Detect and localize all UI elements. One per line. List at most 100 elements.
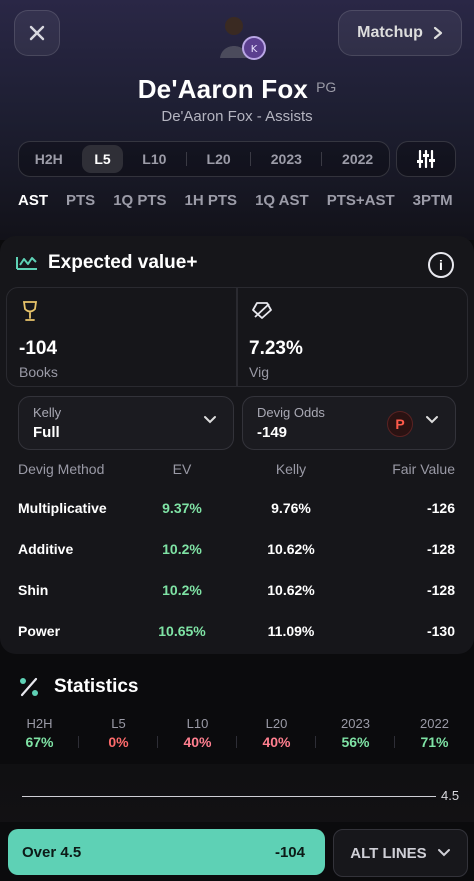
over-price: -104 <box>274 844 305 861</box>
chevron-down-icon <box>426 416 438 424</box>
close-icon <box>29 25 45 41</box>
method-cell: Power <box>18 623 61 639</box>
player-header: De'Aaron Fox PG <box>0 74 474 105</box>
statistics-title: Statistics <box>54 676 139 697</box>
over-bet-button[interactable]: Over 4.5 -104 <box>8 829 325 875</box>
kelly-cell: 9.76% <box>271 500 311 516</box>
sportsbook-logo-icon: P <box>387 411 413 437</box>
trophy-icon <box>22 301 38 321</box>
divider <box>78 736 79 748</box>
books-value: -104 <box>19 338 58 359</box>
devig-odds-label: Devig Odds <box>257 405 325 420</box>
divider <box>394 736 395 748</box>
tab-ast[interactable]: AST <box>0 188 57 228</box>
player-position: PG <box>316 79 337 95</box>
hero-background <box>0 0 474 240</box>
ev-cell: 10.65% <box>158 623 206 639</box>
prop-line-label: 4.5 <box>441 788 460 803</box>
hit-rate-item[interactable]: H2H 67% <box>0 716 79 756</box>
matchup-label: Matchup <box>357 24 423 41</box>
hit-rate-label: 2023 <box>341 716 370 731</box>
kelly-select-value: Full <box>33 424 60 441</box>
fair-cell: -126 <box>426 500 455 516</box>
tab-pts-ast[interactable]: PTS+AST <box>326 192 395 209</box>
method-cell: Multiplicative <box>18 500 107 516</box>
ev-title: Expected value+ <box>48 252 198 273</box>
hit-rate-item[interactable]: 2022 71% <box>395 716 474 756</box>
divider <box>185 152 187 166</box>
tab-3ptm[interactable]: 3PTM <box>412 192 453 209</box>
range-l10[interactable]: L10 <box>142 151 167 167</box>
chevron-down-icon <box>437 849 450 857</box>
col-header-fair: Fair Value <box>392 461 455 477</box>
col-header-kelly: Kelly <box>275 461 307 477</box>
hit-rate-item[interactable]: L20 40% <box>237 716 316 756</box>
info-icon[interactable]: i <box>428 252 454 278</box>
trend-chart-icon <box>16 257 37 270</box>
hit-rate-value: 40% <box>183 734 212 750</box>
over-label: Over 4.5 <box>22 844 82 861</box>
vig-stat: 7.23% Vig <box>236 287 468 387</box>
range-l20[interactable]: L20 <box>206 151 231 167</box>
col-header-method: Devig Method <box>18 461 105 477</box>
range-l5[interactable]: L5 <box>82 145 123 173</box>
close-button[interactable] <box>14 10 60 56</box>
player-avatar: K <box>216 10 266 60</box>
hit-rate-item[interactable]: L10 40% <box>158 716 237 756</box>
fair-cell: -128 <box>426 582 455 598</box>
table-header: Devig Method EV Kelly Fair Value <box>0 456 474 488</box>
hit-rate-value: 40% <box>262 734 291 750</box>
divider <box>250 152 252 166</box>
ev-cell: 10.2% <box>162 541 202 557</box>
kelly-cell: 10.62% <box>267 541 315 557</box>
kelly-select[interactable]: Kelly Full <box>18 396 234 450</box>
chevron-right-icon <box>433 26 442 40</box>
alt-lines-button[interactable]: ALT LINES <box>333 829 468 877</box>
svg-text:K: K <box>251 44 258 55</box>
divider <box>315 736 316 748</box>
fair-cell: -128 <box>426 541 455 557</box>
hit-rate-label: L5 <box>111 716 126 731</box>
alt-lines-label: ALT LINES <box>350 844 427 862</box>
hit-rate-item[interactable]: 2023 56% <box>316 716 395 756</box>
ev-header: Expected value+ <box>16 252 197 274</box>
ev-cell: 10.2% <box>162 582 202 598</box>
devig-table: Devig Method EV Kelly Fair Value Multipl… <box>0 456 474 652</box>
statistics-header: Statistics <box>18 676 138 698</box>
hit-rate-label: L20 <box>265 716 288 731</box>
filter-button[interactable] <box>396 141 456 177</box>
range-2023[interactable]: 2023 <box>270 151 302 167</box>
divider <box>157 736 158 748</box>
tab-1q-ast[interactable]: 1Q AST <box>255 192 309 209</box>
sliders-icon <box>417 150 435 168</box>
range-selector: H2H L5 L10 L20 2023 2022 <box>18 141 390 177</box>
col-header-ev: EV <box>172 461 192 477</box>
method-cell: Additive <box>18 541 74 557</box>
divider <box>321 152 323 166</box>
expected-value-card: Expected value+ i -104 Books 7.23% Vig K… <box>0 236 474 654</box>
vig-icon <box>252 302 272 319</box>
hit-rate-item[interactable]: L5 0% <box>79 716 158 756</box>
chevron-down-icon <box>204 416 216 424</box>
range-h2h[interactable]: H2H <box>34 151 63 167</box>
percent-icon <box>20 677 38 697</box>
table-row: Power 10.65% 11.09% -130 <box>0 611 474 652</box>
matchup-button[interactable]: Matchup <box>338 10 462 56</box>
hit-rate-label: L10 <box>186 716 209 731</box>
vig-label: Vig <box>249 364 269 380</box>
devig-odds-select[interactable]: Devig Odds -149 P <box>242 396 456 450</box>
hit-rate-value: 0% <box>108 734 129 750</box>
divider <box>236 736 237 748</box>
kelly-cell: 11.09% <box>267 623 315 639</box>
hit-rate-value: 67% <box>25 734 54 750</box>
kelly-cell: 10.62% <box>267 582 315 598</box>
tab-pts[interactable]: PTS <box>66 192 96 209</box>
books-stat: -104 Books <box>6 287 238 387</box>
hit-rate-value: 71% <box>420 734 449 750</box>
market-subtitle: De'Aaron Fox - Assists <box>161 108 313 125</box>
tab-1q-pts[interactable]: 1Q PTS <box>113 192 167 209</box>
tab-1h-pts[interactable]: 1H PTS <box>184 192 238 209</box>
hit-rate-label: 2022 <box>420 716 449 731</box>
range-2022[interactable]: 2022 <box>342 151 374 167</box>
hit-rate-label: H2H <box>26 716 53 731</box>
